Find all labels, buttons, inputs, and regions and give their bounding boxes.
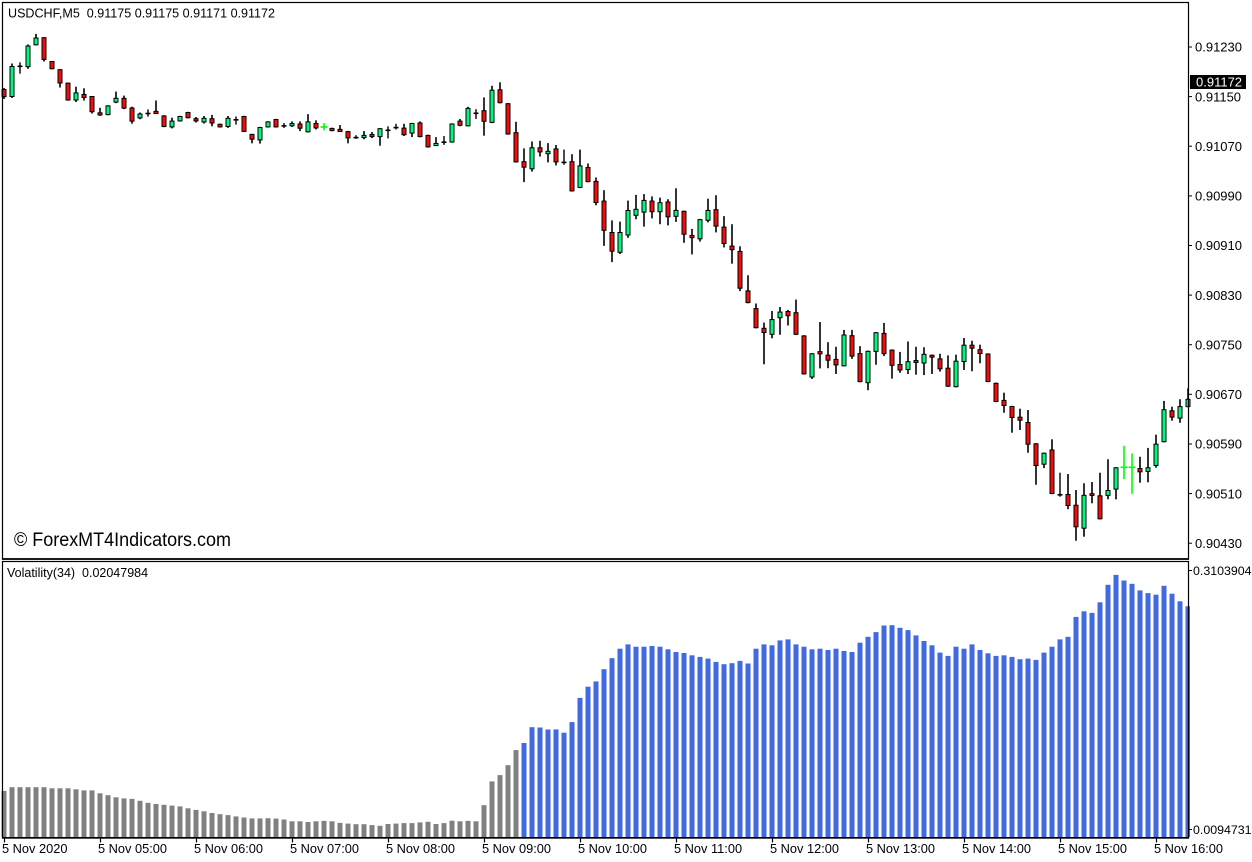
svg-text:5 Nov 07:00: 5 Nov 07:00 xyxy=(290,841,359,856)
svg-text:0.90910: 0.90910 xyxy=(1195,238,1242,253)
svg-text:5 Nov 14:00: 5 Nov 14:00 xyxy=(962,841,1031,856)
svg-text:0.90990: 0.90990 xyxy=(1195,189,1242,204)
svg-text:0.91172: 0.91172 xyxy=(1196,75,1242,90)
svg-text:5 Nov 05:00: 5 Nov 05:00 xyxy=(98,841,167,856)
svg-text:5 Nov 06:00: 5 Nov 06:00 xyxy=(194,841,263,856)
svg-text:5 Nov 13:00: 5 Nov 13:00 xyxy=(866,841,935,856)
svg-text:0.90590: 0.90590 xyxy=(1195,437,1242,452)
svg-text:5 Nov 10:00: 5 Nov 10:00 xyxy=(578,841,647,856)
svg-text:0.91070: 0.91070 xyxy=(1195,139,1242,154)
svg-text:0.90830: 0.90830 xyxy=(1195,288,1242,303)
svg-text:0.0094731: 0.0094731 xyxy=(1193,823,1252,837)
svg-text:© ForexMT4Indicators.com: © ForexMT4Indicators.com xyxy=(14,530,231,551)
svg-text:0.90430: 0.90430 xyxy=(1195,536,1242,551)
svg-text:USDCHF,M5 0.91175 0.91175 0.9: USDCHF,M5 0.91175 0.91175 0.91171 0.9117… xyxy=(8,6,275,21)
svg-text:5 Nov 08:00: 5 Nov 08:00 xyxy=(386,841,455,856)
svg-text:5 Nov 11:00: 5 Nov 11:00 xyxy=(674,841,742,856)
svg-text:5 Nov 09:00: 5 Nov 09:00 xyxy=(482,841,551,856)
svg-text:0.91230: 0.91230 xyxy=(1195,40,1242,55)
svg-text:0.90510: 0.90510 xyxy=(1195,486,1242,501)
svg-text:5 Nov 16:00: 5 Nov 16:00 xyxy=(1154,841,1223,856)
svg-text:5 Nov 15:00: 5 Nov 15:00 xyxy=(1058,841,1127,856)
svg-text:0.90750: 0.90750 xyxy=(1195,337,1242,352)
svg-text:0.3103904: 0.3103904 xyxy=(1193,564,1252,578)
svg-text:0.90670: 0.90670 xyxy=(1195,387,1242,402)
svg-text:Volatility(34) 0.02047984: Volatility(34) 0.02047984 xyxy=(7,566,148,580)
svg-text:0.91150: 0.91150 xyxy=(1195,89,1241,104)
svg-text:5 Nov 2020: 5 Nov 2020 xyxy=(2,841,67,856)
svg-text:5 Nov 12:00: 5 Nov 12:00 xyxy=(770,841,839,856)
